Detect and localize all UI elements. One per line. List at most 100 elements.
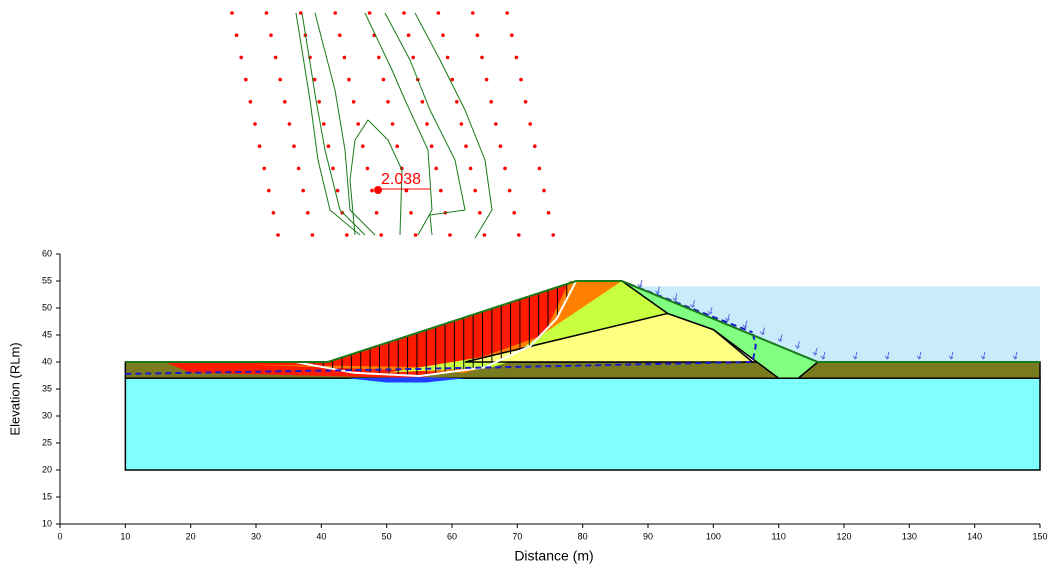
water-arrow-head <box>637 283 643 288</box>
fs-contour <box>414 12 493 239</box>
slip-centre <box>402 11 406 15</box>
slip-centre <box>273 55 278 60</box>
slip-centre <box>276 233 280 237</box>
slip-centre <box>271 211 276 215</box>
slip-centre <box>448 233 452 237</box>
slip-centre <box>317 100 322 104</box>
water-arrow <box>762 327 765 335</box>
slip-centre <box>367 11 372 15</box>
slip-centre <box>342 55 347 60</box>
water-arrow <box>674 293 678 301</box>
slip-centre <box>413 233 418 237</box>
slip-centre <box>361 144 365 148</box>
slip-centre <box>482 233 487 237</box>
slip-centre <box>459 122 464 126</box>
slip-centre <box>248 100 253 104</box>
slip-centre <box>439 188 443 193</box>
water-arrow-head <box>725 317 730 322</box>
slip-centre <box>523 100 528 104</box>
y-tick-label: 15 <box>42 491 52 501</box>
slip-centre <box>471 11 475 15</box>
slip-centre <box>429 144 434 148</box>
slip-centre <box>514 55 519 60</box>
y-axis-label: Elevation (RLm) <box>7 342 22 435</box>
section-line <box>125 332 757 375</box>
slip-centre <box>301 188 306 193</box>
slip-centre <box>473 188 478 193</box>
x-tick-label: 140 <box>967 531 982 541</box>
water-arrow <box>814 347 818 356</box>
y-tick-label: 10 <box>42 518 52 528</box>
slip-centre <box>331 166 335 171</box>
slip-centre <box>551 233 555 237</box>
water-arrow <box>744 320 748 328</box>
water-arrow <box>797 341 800 349</box>
water-arrow-head <box>980 355 986 360</box>
x-tick-label: 30 <box>251 531 261 541</box>
water-arrow-head <box>655 290 660 295</box>
slip-centre <box>409 211 413 215</box>
slip-centre <box>287 122 292 126</box>
x-tick-label: 80 <box>578 531 588 541</box>
slip-centre <box>425 122 429 126</box>
water-arrow <box>854 351 858 360</box>
slip-centre <box>411 55 416 60</box>
x-tick-label: 120 <box>836 531 851 541</box>
x-tick-label: 100 <box>706 531 721 541</box>
water-arrow <box>709 307 713 315</box>
slip-centre <box>338 33 342 37</box>
water-arrow-head <box>760 331 765 336</box>
slip-centre <box>512 211 516 215</box>
slip-centre <box>262 166 267 171</box>
slip-centre <box>517 233 521 237</box>
slip-centre <box>365 166 370 171</box>
water-arrow <box>692 300 695 308</box>
slip-centre <box>377 55 381 60</box>
critical-centre <box>374 186 382 194</box>
slip-centre <box>322 122 326 126</box>
y-tick-label: 60 <box>42 248 52 258</box>
water-arrow-head <box>812 351 818 356</box>
slip-centre <box>345 233 349 237</box>
water-arrow-head <box>1012 355 1018 360</box>
x-tick-label: 70 <box>512 531 522 541</box>
factor-of-safety: 2.038 <box>381 171 421 188</box>
x-axis-label: Distance (m) <box>514 548 593 564</box>
slip-centre <box>480 55 484 60</box>
slip-centre <box>436 11 441 15</box>
slip-centre <box>351 100 356 104</box>
section-line <box>295 280 578 378</box>
section-line <box>125 280 1040 363</box>
water-arrow <box>822 351 826 360</box>
slip-centre <box>386 100 390 104</box>
y-tick-label: 35 <box>42 383 52 393</box>
slip-centre <box>230 11 234 15</box>
water-arrow <box>918 351 922 360</box>
x-tick-label: 10 <box>120 531 130 541</box>
slip-centre <box>283 100 287 104</box>
x-tick-label: 0 <box>57 531 62 541</box>
fs-contour <box>295 12 361 236</box>
slip-centre <box>296 166 301 171</box>
water-arrow-head <box>948 355 954 360</box>
slip-centre <box>505 11 510 15</box>
water-arrow <box>886 351 890 360</box>
slip-centre <box>464 144 468 148</box>
water-arrow-head <box>884 355 890 360</box>
slip-centre <box>478 211 482 215</box>
y-tick-label: 25 <box>42 437 52 447</box>
x-tick-label: 20 <box>186 531 196 541</box>
slip-centre <box>264 11 269 15</box>
slip-centre <box>306 211 310 215</box>
slip-centre <box>374 211 379 215</box>
water-arrow <box>639 279 643 288</box>
slip-centre <box>434 166 439 171</box>
slip-centre <box>312 77 317 82</box>
water-arrow <box>779 334 783 342</box>
slip-centre <box>542 188 546 193</box>
slip-centre <box>510 33 514 37</box>
y-tick-label: 40 <box>42 356 52 366</box>
slip-centre <box>455 100 459 104</box>
slip-centre <box>503 166 507 171</box>
slip-centre <box>333 11 338 15</box>
